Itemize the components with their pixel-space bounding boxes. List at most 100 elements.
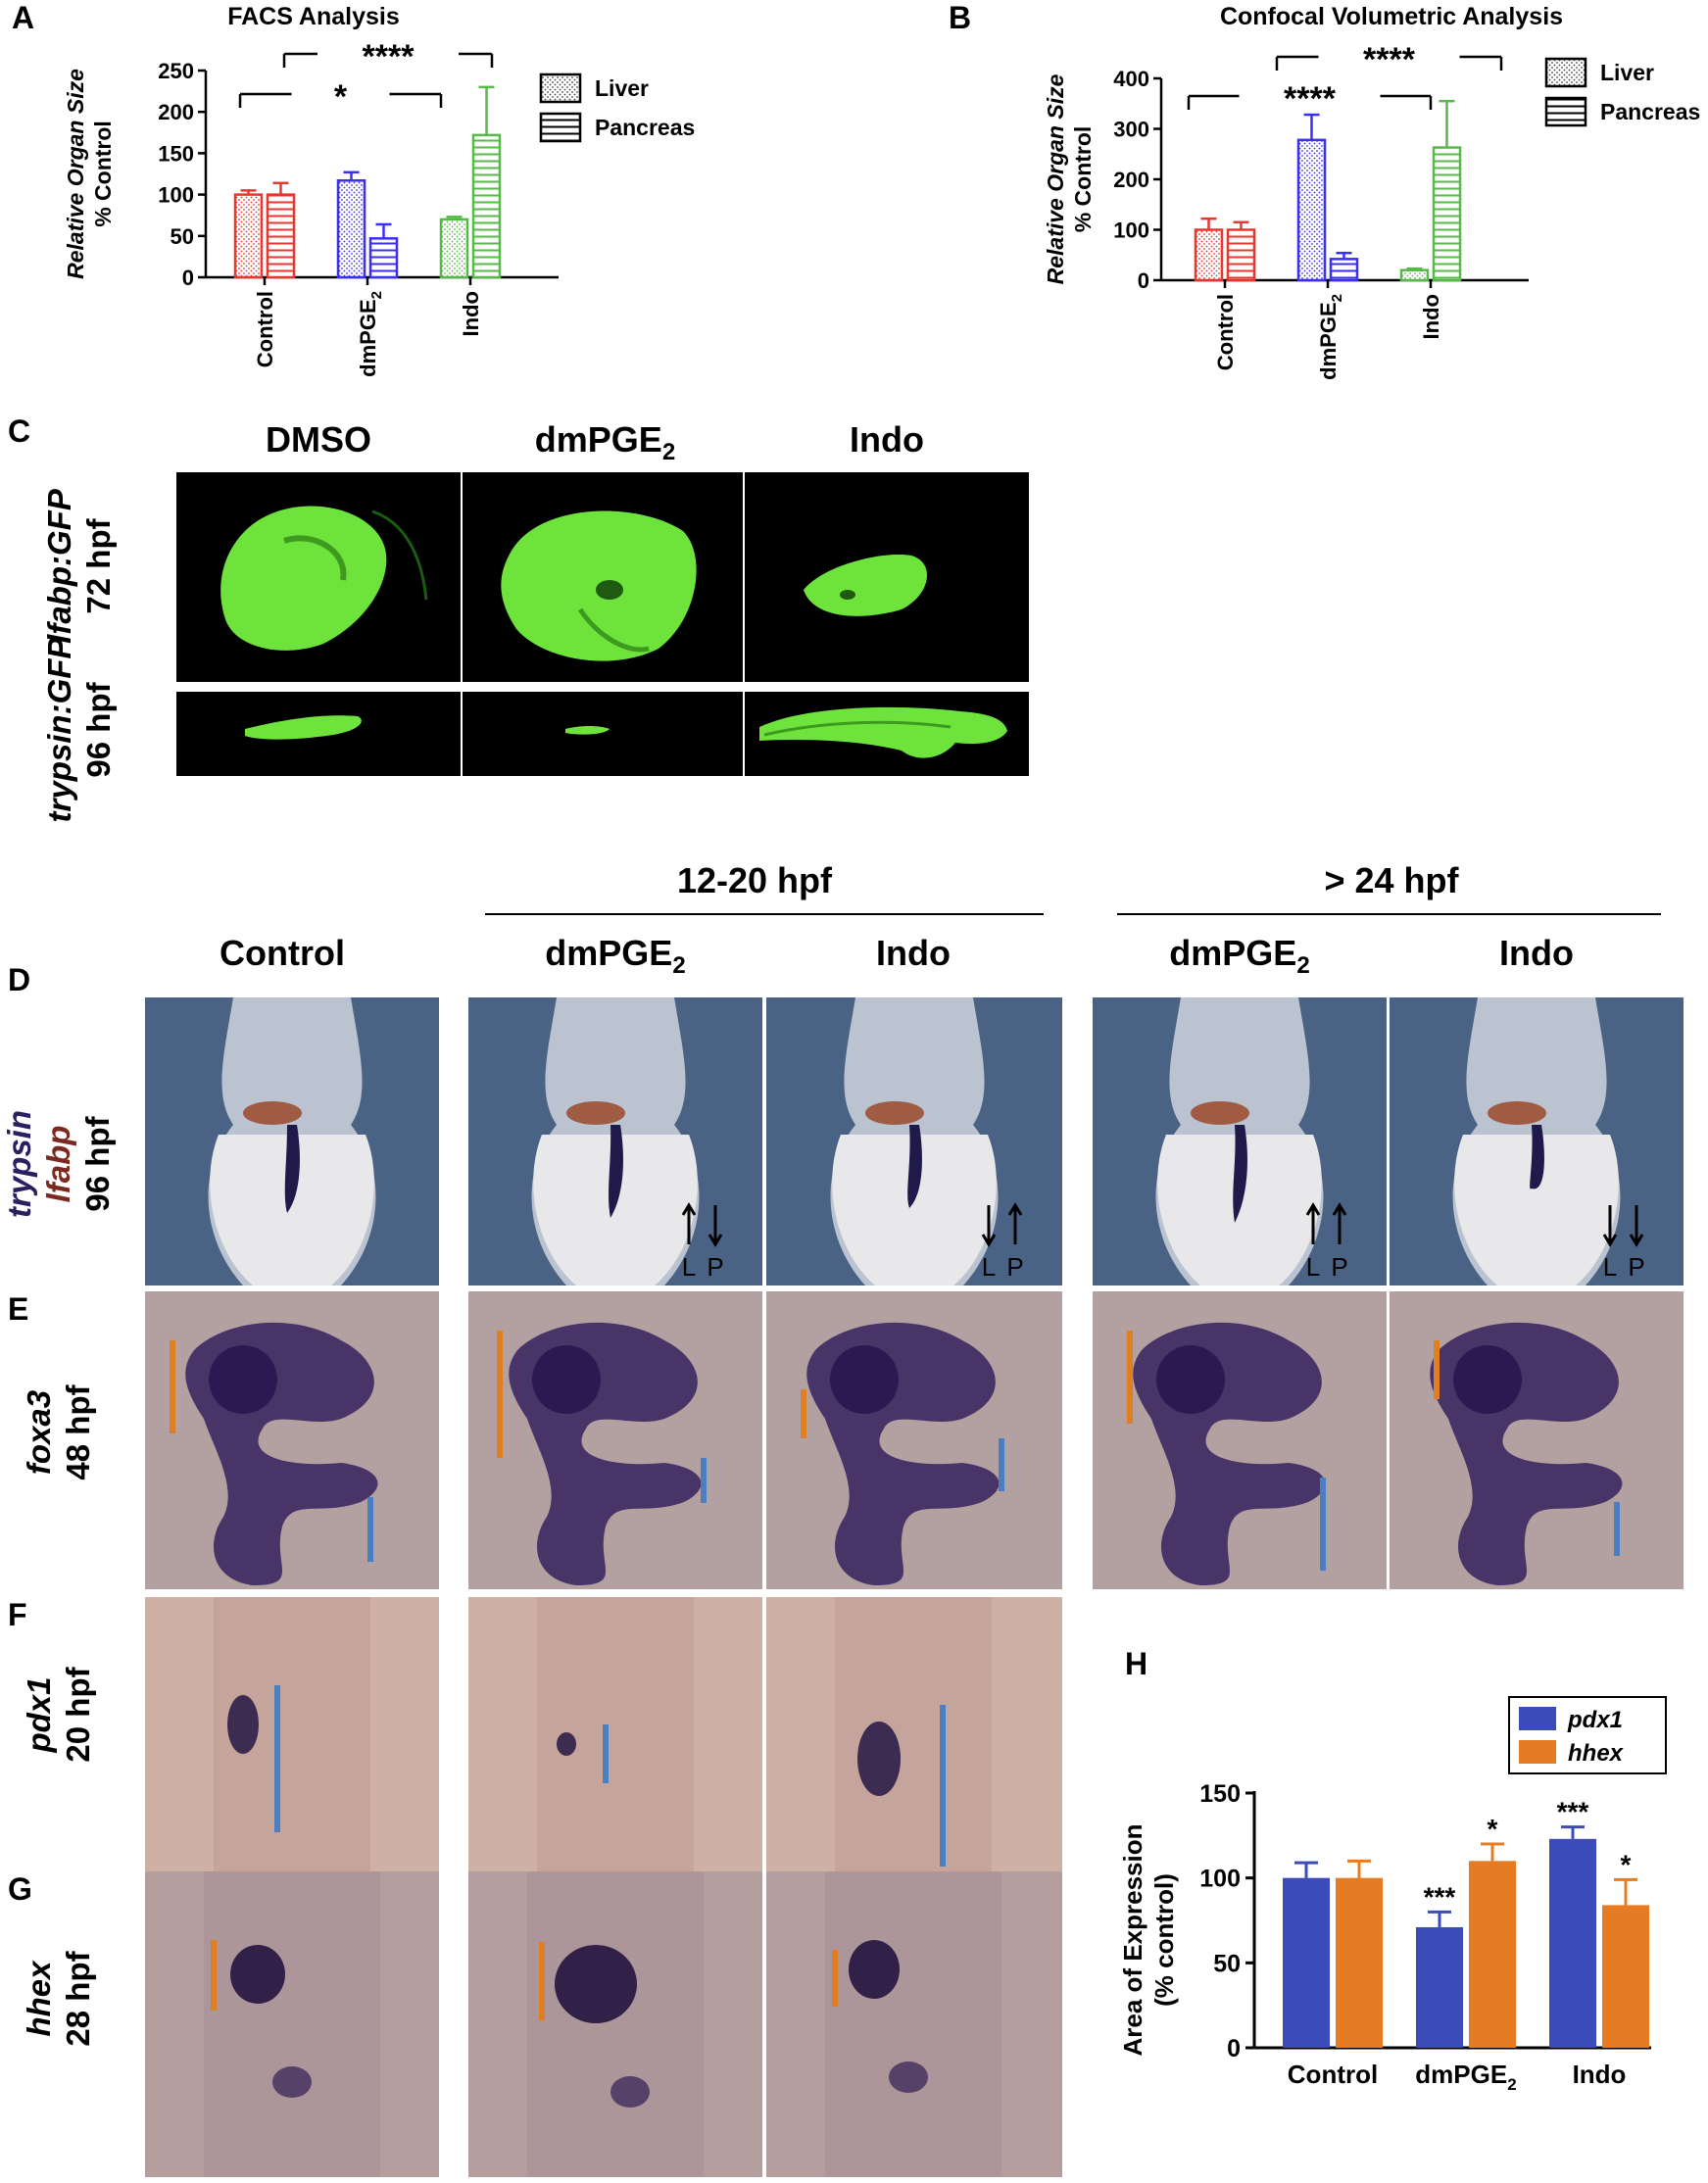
bar bbox=[1432, 146, 1462, 282]
panel-letter-b: B bbox=[949, 0, 972, 35]
direction-arrowhead bbox=[1305, 1202, 1321, 1216]
d-image-0 bbox=[145, 997, 439, 1286]
c-img-pancreas-dmpge2 bbox=[463, 692, 743, 776]
legend-swatch bbox=[1544, 57, 1587, 88]
x-tick-label: Indo bbox=[459, 291, 483, 336]
panel-letter-c: C bbox=[8, 413, 31, 449]
significance-stars: * bbox=[334, 78, 348, 116]
y-tick-label: 50 bbox=[1213, 1950, 1241, 1977]
x-tick-label: Control bbox=[253, 291, 277, 367]
bar bbox=[1226, 228, 1256, 282]
panel-letter-e: E bbox=[8, 1291, 29, 1327]
col-header-dmpge2-late: dmPGE2 bbox=[1169, 933, 1310, 980]
legend-label: Pancreas bbox=[595, 115, 695, 140]
bar bbox=[1469, 1861, 1516, 2048]
legend-swatch bbox=[539, 112, 582, 143]
y-axis-label: Relative Organ Size bbox=[1043, 73, 1068, 284]
col-header-indo-early: Indo bbox=[876, 933, 951, 973]
y-tick-label: 300 bbox=[1113, 118, 1149, 142]
arrow-label-L: L bbox=[682, 1252, 696, 1282]
x-tick-label: dmPGE2 bbox=[1316, 294, 1345, 380]
y-tick-label: 150 bbox=[1199, 1780, 1241, 1808]
f-image-2 bbox=[766, 1597, 1062, 1871]
y-tick-label: 100 bbox=[158, 183, 194, 208]
bar bbox=[471, 133, 502, 279]
y-tick-label: 200 bbox=[1113, 168, 1149, 192]
y-axis-label-2: % Control bbox=[90, 121, 116, 227]
direction-arrowhead bbox=[1602, 1234, 1618, 1247]
bar bbox=[439, 218, 469, 279]
direction-arrowhead bbox=[681, 1202, 697, 1216]
g-image-0 bbox=[145, 1871, 439, 2177]
bar bbox=[233, 193, 264, 279]
chart-b: Confocal Volumetric Analysis 0 100 200 300 40… bbox=[1043, 3, 1700, 380]
c-col-header-indo: Indo bbox=[850, 419, 924, 460]
col-header-indo-late: Indo bbox=[1499, 933, 1574, 973]
g-image-1 bbox=[468, 1871, 762, 2177]
e-image-2 bbox=[766, 1291, 1062, 1589]
e-row-label: foxa3 48 hpf bbox=[21, 1384, 96, 1480]
y-tick-label: 400 bbox=[1113, 67, 1149, 91]
bar bbox=[1194, 228, 1224, 282]
legend-swatch bbox=[539, 73, 582, 104]
y-axis-label: Area of Expression bbox=[1118, 1824, 1147, 2057]
panel-letter-f: F bbox=[8, 1597, 27, 1632]
c-img-pancreas-dmso bbox=[176, 692, 461, 776]
d-row-label: trypsin lfabp 96 hpf bbox=[1, 1109, 116, 1219]
group-rule-12-20 bbox=[485, 913, 1044, 915]
c-img-pancreas-indo bbox=[745, 692, 1029, 776]
e-image-3 bbox=[1093, 1291, 1387, 1589]
legend-swatch bbox=[1519, 1740, 1556, 1764]
y-tick-label: 250 bbox=[158, 59, 194, 83]
panel-letter-h: H bbox=[1125, 1646, 1148, 1681]
legend-label: Liver bbox=[595, 75, 649, 101]
x-tick-label: Indo bbox=[1419, 294, 1443, 339]
significance-stars: *** bbox=[1557, 1797, 1589, 1827]
bar bbox=[1549, 1838, 1596, 2048]
bar bbox=[1296, 138, 1327, 282]
legend-swatch bbox=[1544, 96, 1587, 127]
arrow-label-L: L bbox=[1603, 1252, 1617, 1282]
bar bbox=[1416, 1926, 1463, 2048]
direction-arrowhead bbox=[1629, 1234, 1644, 1247]
bar bbox=[1602, 1905, 1649, 2048]
f-image-1 bbox=[468, 1597, 762, 1871]
legend-label: pdx1 bbox=[1567, 1707, 1623, 1733]
y-tick-label: 100 bbox=[1199, 1866, 1241, 1893]
bar bbox=[1336, 1877, 1383, 2048]
y-tick-label: 200 bbox=[158, 100, 194, 124]
significance-stars: * bbox=[1488, 1814, 1498, 1844]
chart-a: FACS Analysis 0 50 100 150 200 250 Relative Org… bbox=[63, 3, 695, 377]
direction-arrowhead bbox=[708, 1234, 723, 1247]
x-tick-label: Indo bbox=[1573, 2060, 1627, 2089]
chart-title: FACS Analysis bbox=[227, 3, 400, 30]
y-tick-label: 0 bbox=[182, 266, 194, 290]
y-axis-label-2: % Control bbox=[1070, 126, 1096, 233]
direction-arrowhead bbox=[1332, 1202, 1347, 1216]
chart-title: Confocal Volumetric Analysis bbox=[1220, 3, 1563, 30]
bar bbox=[368, 237, 399, 279]
y-tick-label: 150 bbox=[158, 141, 194, 166]
col-header-dmpge2-early: dmPGE2 bbox=[545, 933, 686, 980]
c-row-label-trypsin: trypsin:GFP 96 hpf bbox=[41, 637, 117, 823]
arrow-label-P: P bbox=[1628, 1252, 1644, 1282]
legend-label: Liver bbox=[1600, 60, 1654, 85]
x-tick-label: dmPGE2 bbox=[1415, 2060, 1516, 2094]
bar bbox=[336, 179, 366, 279]
bar bbox=[266, 193, 296, 279]
c-img-liver-indo bbox=[745, 472, 1029, 682]
c-col-header-dmpge2: dmPGE2 bbox=[534, 419, 676, 466]
legend-label: Pancreas bbox=[1600, 99, 1700, 124]
c-img-liver-dmpge2 bbox=[463, 472, 743, 682]
g-image-2 bbox=[766, 1871, 1062, 2177]
y-tick-label: 0 bbox=[1227, 2035, 1241, 2062]
significance-stars: * bbox=[1621, 1849, 1632, 1879]
significance-stars: **** bbox=[1363, 41, 1416, 78]
x-tick-label: Control bbox=[1288, 2060, 1378, 2089]
e-image-0 bbox=[145, 1291, 439, 1589]
significance-stars: **** bbox=[363, 38, 415, 75]
e-image-1 bbox=[468, 1291, 762, 1589]
y-axis-label: Relative Organ Size bbox=[63, 69, 88, 279]
